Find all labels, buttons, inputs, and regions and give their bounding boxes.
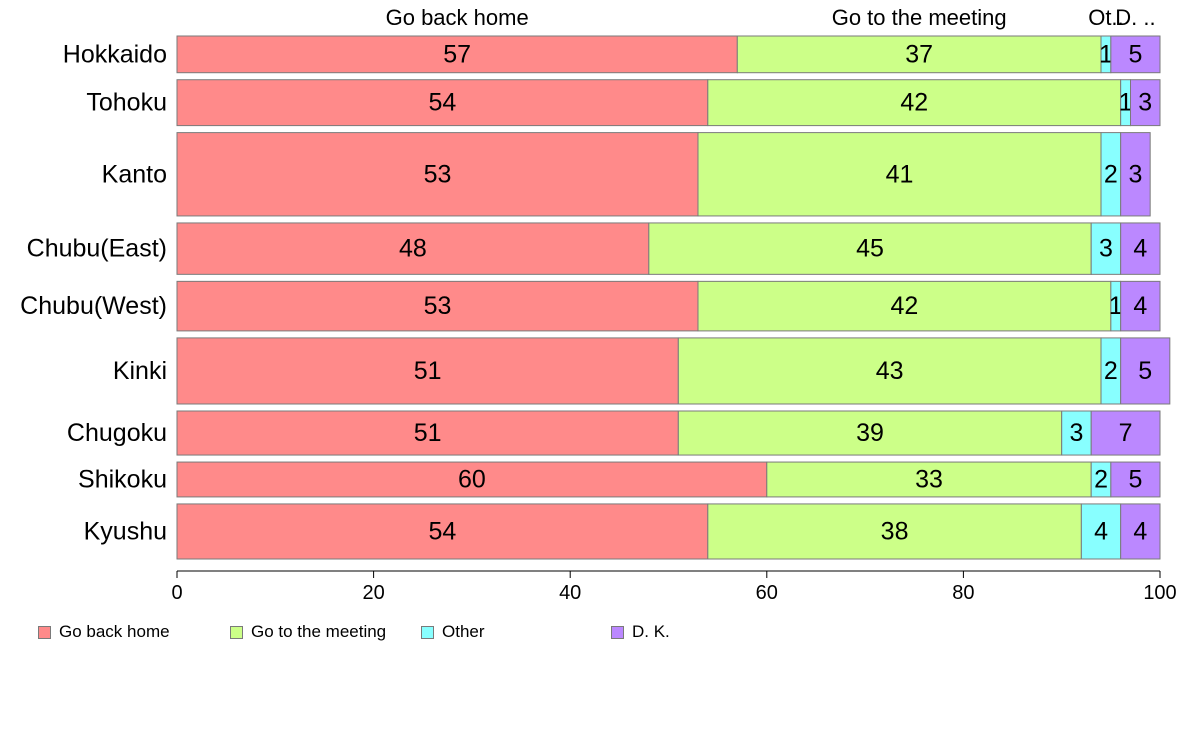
value-label-shikoku-other: 2 <box>1094 465 1108 493</box>
category-label-chubu-east: Chubu(East) <box>27 235 167 263</box>
value-label-chubu-east-d-k: 4 <box>1133 235 1147 263</box>
category-label-kyushu: Kyushu <box>84 517 167 545</box>
bar-chubu-west-d-k <box>1120 280 1161 332</box>
bar-chubu-east-go-back-home <box>176 222 650 275</box>
legend-item-go-back-home: Go back home <box>38 622 170 642</box>
value-label-tohoku-d-k: 3 <box>1138 89 1152 117</box>
x-tick-label-0: 0 <box>171 582 182 600</box>
bar-tohoku-go-to-the-meeting <box>707 79 1122 127</box>
legend: Go back home Go to the meeting Other D. … <box>38 622 798 646</box>
top-series-label-other: Ot.. <box>1088 5 1123 30</box>
legend-swatch-dk <box>611 625 624 639</box>
bar-kanto-go-back-home <box>176 132 699 217</box>
bar-chugoku-other <box>1061 410 1092 456</box>
bar-chugoku-d-k <box>1090 410 1161 456</box>
value-label-kanto-go-back-home: 53 <box>424 160 452 188</box>
value-label-tohoku-other: 1 <box>1119 89 1133 117</box>
bar-tohoku-go-back-home <box>176 79 709 127</box>
bar-chubu-east-other <box>1090 222 1122 275</box>
legend-item-go-to-the-meeting: Go to the meeting <box>230 622 386 642</box>
value-label-hokkaido-go-to-the-meeting: 37 <box>905 40 933 68</box>
top-series-label-d-k: D. .. <box>1115 5 1155 30</box>
value-label-kinki-d-k: 5 <box>1138 357 1152 385</box>
bar-kyushu-other <box>1080 503 1122 560</box>
value-label-kanto-other: 2 <box>1104 160 1118 188</box>
category-label-chubu-west: Chubu(West) <box>20 292 167 320</box>
value-label-chubu-west-go-to-the-meeting: 42 <box>891 292 919 320</box>
value-label-hokkaido-other: 1 <box>1099 40 1113 68</box>
value-label-tohoku-go-to-the-meeting: 42 <box>900 89 928 117</box>
bar-shikoku-d-k <box>1110 461 1161 498</box>
value-label-kinki-go-back-home: 51 <box>414 357 442 385</box>
value-label-chubu-west-other: 1 <box>1109 292 1123 320</box>
value-label-chugoku-go-back-home: 51 <box>414 419 442 447</box>
legend-item-other: Other <box>421 622 485 642</box>
value-label-kinki-go-to-the-meeting: 43 <box>876 357 904 385</box>
bar-kyushu-go-back-home <box>176 503 709 560</box>
x-tick-label-100: 100 <box>1143 582 1176 600</box>
legend-label-go-to-the-meeting: Go to the meeting <box>251 622 387 641</box>
bar-chubu-east-go-to-the-meeting <box>648 222 1092 275</box>
legend-swatch-go-back-home <box>38 625 51 639</box>
value-label-kinki-other: 2 <box>1104 357 1118 385</box>
x-tick-label-40: 40 <box>559 582 581 600</box>
value-label-kanto-d-k: 3 <box>1128 160 1142 188</box>
value-label-hokkaido-d-k: 5 <box>1128 40 1142 68</box>
bar-chubu-east-d-k <box>1120 222 1161 275</box>
bar-hokkaido-d-k <box>1110 35 1161 74</box>
top-series-label-go-to-the-meeting: Go to the meeting <box>832 5 1007 30</box>
bar-hokkaido-go-back-home <box>176 35 738 74</box>
value-label-kanto-go-to-the-meeting: 41 <box>886 160 914 188</box>
value-label-chubu-east-other: 3 <box>1099 235 1113 263</box>
value-label-shikoku-go-back-home: 60 <box>458 465 486 493</box>
legend-swatch-go-to-the-meeting <box>230 625 243 639</box>
legend-label-dk: D. K. <box>632 622 670 641</box>
legend-swatch-other <box>421 625 434 639</box>
value-label-kyushu-other: 4 <box>1094 517 1108 545</box>
category-label-hokkaido: Hokkaido <box>63 40 167 68</box>
category-label-shikoku: Shikoku <box>78 465 167 493</box>
bar-chugoku-go-back-home <box>176 410 679 456</box>
value-label-chubu-east-go-back-home: 48 <box>399 235 427 263</box>
value-label-hokkaido-go-back-home: 57 <box>443 40 471 68</box>
bar-kinki-go-back-home <box>176 337 679 405</box>
bar-chugoku-go-to-the-meeting <box>677 410 1063 456</box>
bar-kanto-d-k <box>1120 132 1151 217</box>
bar-kanto-go-to-the-meeting <box>697 132 1102 217</box>
bar-tohoku-d-k <box>1130 79 1161 127</box>
bar-kyushu-d-k <box>1120 503 1161 560</box>
value-label-chugoku-other: 3 <box>1069 419 1083 447</box>
x-tick-label-20: 20 <box>362 582 384 600</box>
value-label-chubu-east-go-to-the-meeting: 45 <box>856 235 884 263</box>
top-series-label-go-back-home: Go back home <box>386 5 529 30</box>
value-label-chugoku-go-to-the-meeting: 39 <box>856 419 884 447</box>
bar-kinki-d-k <box>1120 337 1171 405</box>
x-tick-label-80: 80 <box>952 582 974 600</box>
bar-kinki-go-to-the-meeting <box>677 337 1102 405</box>
value-label-shikoku-go-to-the-meeting: 33 <box>915 465 943 493</box>
bar-chubu-west-go-to-the-meeting <box>697 280 1112 332</box>
bar-chubu-west-go-back-home <box>176 280 699 332</box>
value-label-chugoku-d-k: 7 <box>1119 419 1133 447</box>
category-label-chugoku: Chugoku <box>67 419 167 447</box>
legend-label-go-back-home: Go back home <box>59 622 170 641</box>
value-label-chubu-west-go-back-home: 53 <box>424 292 452 320</box>
bar-hokkaido-go-to-the-meeting <box>736 35 1102 74</box>
value-label-kyushu-go-back-home: 54 <box>429 517 457 545</box>
bar-kyushu-go-to-the-meeting <box>707 503 1082 560</box>
category-label-kinki: Kinki <box>113 357 167 385</box>
value-label-tohoku-go-back-home: 54 <box>429 89 457 117</box>
value-label-kyushu-go-to-the-meeting: 38 <box>881 517 909 545</box>
value-label-kyushu-d-k: 4 <box>1133 517 1147 545</box>
value-label-chubu-west-d-k: 4 <box>1133 292 1147 320</box>
value-label-shikoku-d-k: 5 <box>1128 465 1142 493</box>
legend-label-other: Other <box>442 622 485 641</box>
category-label-tohoku: Tohoku <box>86 89 167 117</box>
legend-item-dk: D. K. <box>611 622 670 642</box>
x-tick-label-60: 60 <box>756 582 778 600</box>
category-label-kanto: Kanto <box>102 160 167 188</box>
